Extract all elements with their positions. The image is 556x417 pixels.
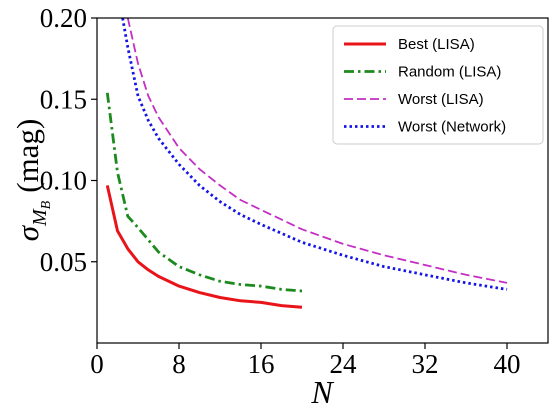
- legend-label-2: Worst (LISA): [398, 91, 484, 108]
- legend: Best (LISA) Random (LISA) Worst (LISA) Wors…: [332, 25, 544, 145]
- series-line-1: [105, 92, 303, 293]
- series-line-2: [126, 18, 508, 284]
- y-axis-ticks: 0.05 0.10 0.15 0.20: [40, 3, 97, 277]
- x-axis-label: N: [310, 374, 334, 410]
- y-tick-label-1: 0.10: [40, 166, 87, 196]
- x-axis-ticks: 0 8 16 24 32 40: [90, 343, 521, 379]
- y-axis-label: σMB (mag): [10, 119, 54, 242]
- y-axis-label-sub-subscript: B: [39, 200, 54, 209]
- y-axis-label-symbol: σ: [10, 224, 45, 241]
- y-tick-label-0: 0.05: [40, 247, 87, 277]
- y-axis-label-subscript: M: [29, 208, 51, 227]
- y-tick-label-2: 0.15: [40, 84, 87, 114]
- x-tick-label-5: 40: [494, 349, 521, 379]
- x-tick-label-4: 32: [412, 349, 439, 379]
- x-tick-label-2: 16: [248, 349, 275, 379]
- series-line-0: [105, 185, 303, 309]
- y-tick-label-3: 0.20: [40, 3, 87, 33]
- legend-entries: Best (LISA) Random (LISA) Worst (LISA) Wors…: [344, 36, 506, 136]
- legend-label-3: Worst (Network): [398, 119, 506, 136]
- series-line-3: [121, 18, 508, 291]
- x-tick-label-0: 0: [90, 349, 104, 379]
- series-layer: [105, 18, 508, 309]
- legend-box: [332, 25, 544, 145]
- legend-label-1: Random (LISA): [398, 64, 501, 81]
- y-axis-label-unit: (mag): [10, 119, 45, 193]
- legend-label-0: Best (LISA): [398, 36, 475, 53]
- x-tick-label-1: 8: [172, 349, 186, 379]
- x-tick-label-3: 24: [330, 349, 358, 379]
